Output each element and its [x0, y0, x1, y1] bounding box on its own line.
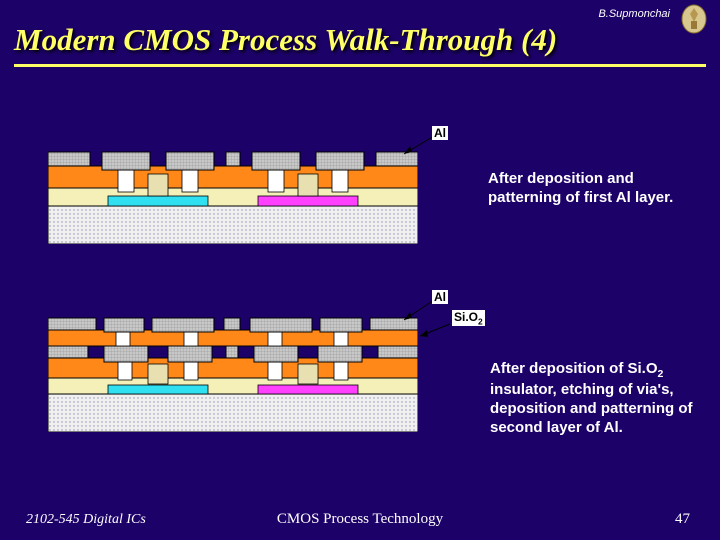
caption-2: After deposition of Si.O2 insulator, etc… [490, 360, 710, 437]
page-title: Modern CMOS Process Walk-Through (4) [14, 22, 557, 58]
caption-1: After deposition and patterning of first… [488, 170, 698, 208]
author-label: B.Supmonchai [598, 8, 670, 20]
footer-center: CMOS Process Technology [0, 511, 720, 528]
footer-page-number: 47 [675, 511, 690, 528]
university-logo [680, 4, 708, 34]
label-sio2: Si.O2 [452, 310, 485, 326]
arrow-sio2 [414, 320, 454, 344]
label-al-2: Al [432, 290, 448, 304]
diagram-1 [48, 144, 418, 244]
title-underline [14, 64, 706, 67]
diagram-2 [48, 312, 418, 432]
label-al-1: Al [432, 126, 448, 140]
